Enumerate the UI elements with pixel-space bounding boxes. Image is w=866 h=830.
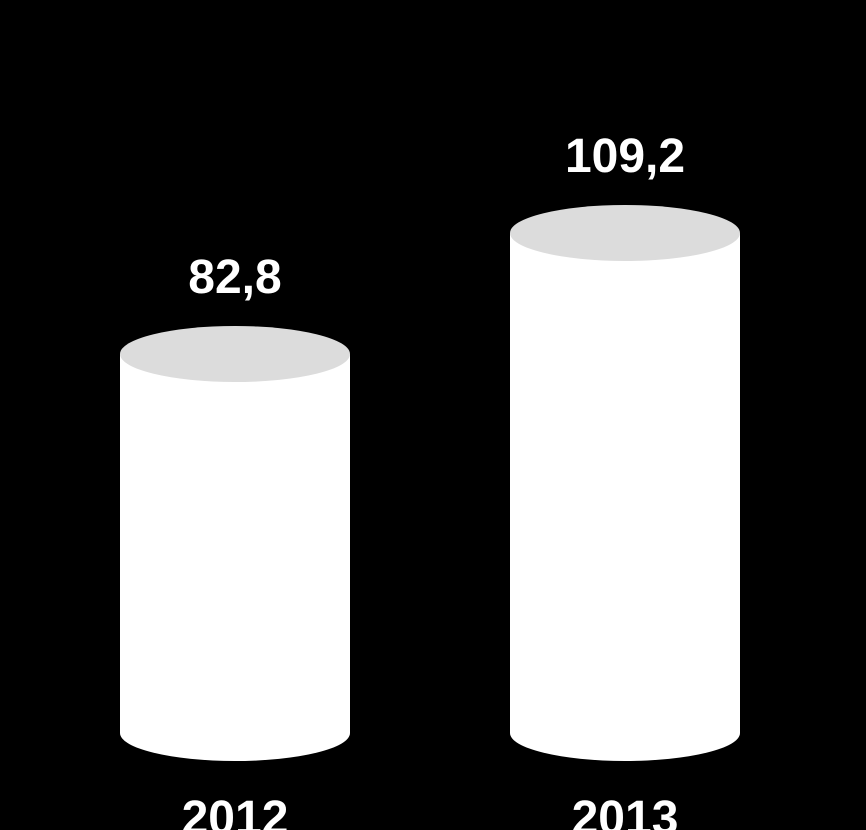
x-axis-label: 2012 <box>35 791 435 830</box>
bar-body <box>510 233 740 733</box>
bar-top-cap <box>510 205 740 261</box>
chart-stage: 82,8 2012 109,2 2013 <box>0 0 866 830</box>
bar-cylinder <box>510 205 740 761</box>
x-axis-label: 2013 <box>425 791 825 830</box>
bar-cylinder <box>120 326 350 761</box>
bar-value-label: 109,2 <box>425 129 825 184</box>
bar-body <box>120 354 350 733</box>
bar-value-label: 82,8 <box>35 250 435 305</box>
bar-top-cap <box>120 326 350 382</box>
